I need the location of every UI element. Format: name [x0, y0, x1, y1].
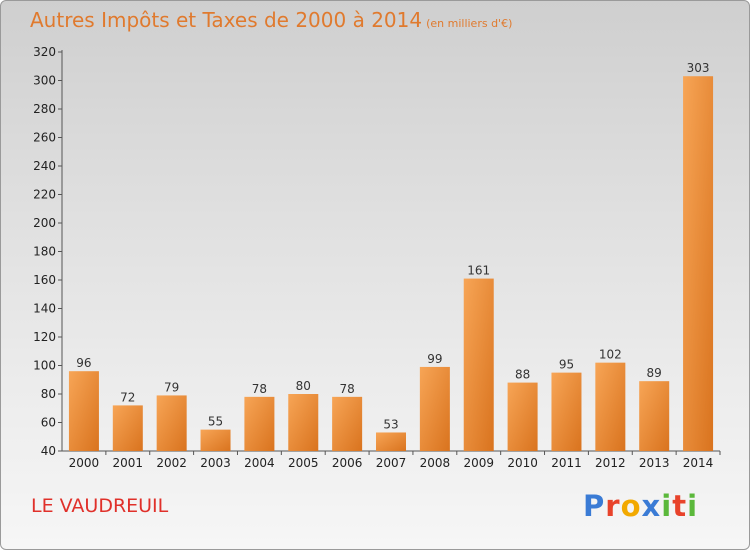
bar: [683, 76, 714, 451]
y-tick-label: 180: [33, 245, 56, 259]
y-tick-label: 60: [41, 416, 56, 430]
y-tick-label: 300: [33, 74, 56, 88]
bar: [639, 381, 670, 451]
data-label: 88: [515, 368, 530, 382]
bar: [156, 395, 187, 451]
x-tick-label: 2010: [507, 456, 538, 470]
logo-letter: i: [687, 489, 699, 523]
x-tick-label: 2008: [420, 456, 451, 470]
y-tick-label: 40: [41, 444, 56, 458]
x-tick-label: 2004: [244, 456, 275, 470]
x-tick-label: 2001: [113, 456, 144, 470]
data-label: 161: [467, 264, 490, 278]
logo-letter: o: [620, 489, 642, 523]
data-label: 303: [687, 61, 710, 75]
chart-bars: [68, 76, 714, 451]
bar: [332, 396, 363, 451]
data-label: 53: [383, 417, 398, 431]
data-label: 89: [647, 366, 662, 380]
x-tick-label: 2007: [376, 456, 407, 470]
logo-letter: P: [583, 489, 606, 523]
x-tick-label: 2013: [639, 456, 670, 470]
y-tick-label: 100: [33, 359, 56, 373]
x-tick-label: 2005: [288, 456, 319, 470]
bar: [288, 394, 319, 451]
chart-value-labels: 96 72 79 55 78 80 78 53 99 161 88 95 102 89 303: [76, 61, 709, 431]
town-name: LE VAUDREUIL: [31, 495, 169, 517]
data-label: 80: [296, 379, 311, 393]
logo-letter: x: [641, 489, 662, 523]
x-tick-label: 2003: [200, 456, 231, 470]
data-label: 95: [559, 358, 574, 372]
proxiti-logo: Proxiti: [583, 489, 698, 523]
data-label: 78: [252, 382, 267, 396]
data-label: 99: [427, 352, 442, 366]
bar: [200, 429, 231, 451]
x-tick-label: 2000: [69, 456, 100, 470]
bar: [463, 278, 494, 451]
chart-title-text: Autres Impôts et Taxes de 2000 à 2014: [30, 8, 423, 32]
data-label: 79: [164, 380, 179, 394]
bar: [68, 371, 99, 451]
chart-unit: (en milliers d'€): [426, 17, 513, 30]
y-tick-label: 280: [33, 102, 56, 116]
chart-axes: 40 60 80 100 120 140 160 180 200 220 240 260 280 300 3…: [33, 45, 721, 470]
data-label: 78: [339, 382, 354, 396]
x-tick-label: 2011: [551, 456, 582, 470]
data-label: 72: [120, 390, 135, 404]
chart-title: Autres Impôts et Taxes de 2000 à 2014 (en…: [30, 8, 512, 32]
y-tick-label: 260: [33, 131, 56, 145]
y-tick-label: 200: [33, 216, 56, 230]
x-tick-label: 2009: [463, 456, 494, 470]
bar: [595, 362, 626, 451]
bar: [244, 396, 275, 451]
y-tick-label: 120: [33, 330, 56, 344]
x-tick-label: 2002: [156, 456, 187, 470]
logo-letter: t: [672, 489, 688, 523]
y-tick-label: 320: [33, 45, 56, 59]
data-label: 102: [599, 348, 622, 362]
y-tick-label: 140: [33, 302, 56, 316]
logo-letter: i: [661, 489, 673, 523]
logo-letter: r: [605, 489, 621, 523]
x-tick-label: 2014: [683, 456, 714, 470]
y-tick-label: 240: [33, 159, 56, 173]
bar: [112, 405, 143, 451]
bar: [419, 366, 450, 451]
bar: [551, 372, 582, 451]
bar: [376, 432, 406, 451]
data-label: 96: [76, 356, 91, 370]
y-tick-label: 80: [41, 387, 56, 401]
y-tick-label: 220: [33, 188, 56, 202]
x-tick-label: 2006: [332, 456, 363, 470]
bar: [507, 382, 538, 451]
x-tick-label: 2012: [595, 456, 626, 470]
data-label: 55: [208, 415, 223, 429]
y-tick-label: 160: [33, 273, 56, 287]
